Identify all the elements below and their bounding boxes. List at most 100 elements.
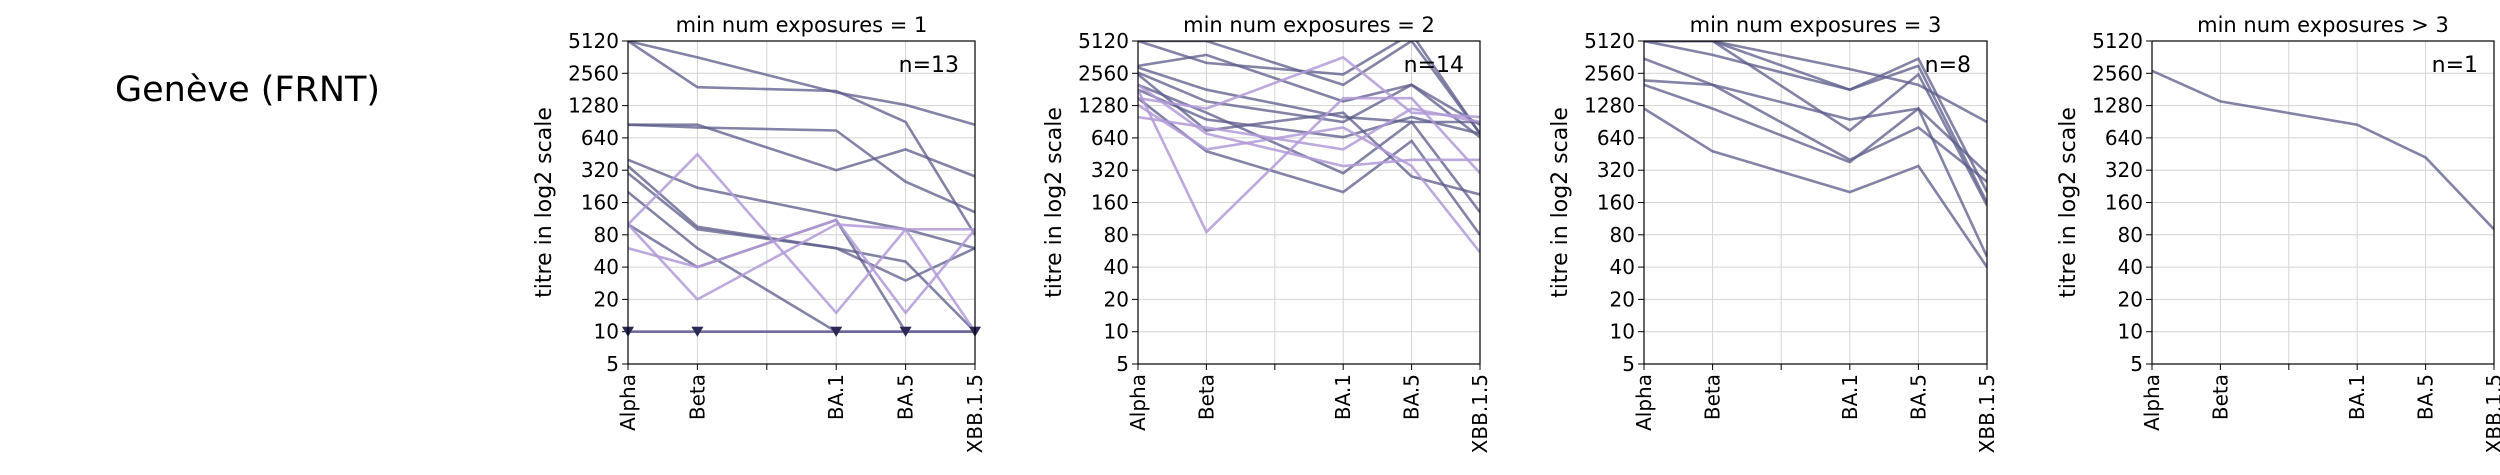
y-tick-label: 10: [1610, 320, 1635, 344]
y-tick-label: 160: [1597, 191, 1635, 215]
y-tick-label: 5: [1116, 352, 1129, 376]
y-tick-label: 40: [1610, 255, 1635, 279]
y-tick-label: 640: [581, 126, 619, 150]
x-tick-label: BA.1: [2345, 374, 2369, 420]
chart-title: min num exposures = 2: [1183, 13, 1435, 37]
y-tick-label: 320: [581, 158, 619, 182]
series-line: [1644, 57, 1987, 175]
y-tick-label: 40: [1104, 255, 1129, 279]
plot-frame: [1137, 40, 1481, 365]
y-tick-label: 2560: [2092, 61, 2143, 85]
y-tick-label: 160: [2105, 191, 2143, 215]
series-line: [2152, 69, 2494, 231]
y-tick-label: 80: [1610, 223, 1635, 247]
chart-title: min num exposures = 1: [676, 13, 928, 37]
y-tick-label: 1280: [1078, 94, 1129, 118]
series-line: [628, 218, 975, 334]
x-tick-label: XBB.1.5: [1975, 374, 1999, 453]
series-line: [1138, 89, 1480, 235]
y-tick-label: 640: [2105, 126, 2143, 150]
x-tick-label: Beta: [2208, 374, 2232, 420]
series-line: [1138, 73, 1480, 196]
series-marker: [691, 326, 704, 337]
sample-count-annotation: n=14: [1404, 53, 1464, 78]
series-line: [628, 152, 975, 333]
series-line: [628, 123, 975, 178]
series-group: [628, 41, 975, 334]
y-tick-label: 320: [1091, 158, 1129, 182]
y-axis-label: titre in log2 scale: [532, 107, 557, 298]
chart-panel-4: 5 10 20 40 80 160 320 640 1280 2560 5120 Alpha Beta B…: [2056, 13, 2500, 453]
y-axis-label: titre in log2 scale: [1042, 107, 1067, 298]
y-tick-label: 5: [1622, 352, 1635, 376]
y-tick-label: 10: [2118, 320, 2143, 344]
x-tick-label: Alpha: [2140, 374, 2164, 431]
series-marker: [830, 326, 843, 337]
y-tick-label: 1280: [2092, 94, 2143, 118]
y-tick-label: 10: [594, 320, 619, 344]
x-tick-label: BA.1: [824, 374, 848, 420]
y-tick-label: 2560: [568, 61, 619, 85]
series-line: [628, 223, 975, 302]
series-marker: [899, 326, 912, 337]
y-tick-label: 160: [1091, 191, 1129, 215]
series-line: [1138, 83, 1480, 213]
chart-panel-3: 5 10 20 40 80 160 320 640 1280 2560 5120 Alpha Beta B…: [1548, 13, 1999, 453]
y-axis-label: titre in log2 scale: [2056, 107, 2081, 298]
series-line: [1138, 83, 1480, 168]
x-tick-label: BA.5: [2414, 374, 2438, 420]
y-tick-label: 20: [1104, 287, 1129, 311]
series-line: [628, 123, 975, 214]
series-line: [628, 165, 975, 333]
y-tick-label: 20: [1610, 287, 1635, 311]
y-tick-label: 320: [2105, 158, 2143, 182]
x-tick-label: Alpha: [1126, 374, 1150, 431]
chart-panel-1: 5 10 20 40 80 160 320 640 1280 2560 5120 Alpha Beta B…: [532, 13, 987, 453]
series-line: [1138, 55, 1480, 119]
x-tick-label: BA.1: [1838, 374, 1862, 420]
series-line: [1644, 41, 1987, 204]
y-tick-label: 20: [2118, 287, 2143, 311]
y-tick-label: 5120: [568, 29, 619, 53]
x-tick-label: Alpha: [616, 374, 640, 431]
y-tick-label: 2560: [1078, 61, 1129, 85]
y-tick-label: 40: [594, 255, 619, 279]
y-tick-label: 640: [1597, 126, 1635, 150]
y-axis-label: titre in log2 scale: [1548, 107, 1573, 298]
y-tick-label: 80: [2118, 223, 2143, 247]
x-tick-label: BA.5: [1400, 374, 1424, 420]
y-tick-label: 5120: [2092, 29, 2143, 53]
chart-title: min num exposures > 3: [2197, 13, 2449, 37]
x-tick-label: Beta: [1194, 374, 1218, 420]
series-line: [628, 172, 975, 282]
x-tick-label: Beta: [685, 374, 709, 420]
y-tick-label: 2560: [1584, 61, 1635, 85]
y-tick-label: 160: [581, 191, 619, 215]
series-line: [1138, 71, 1480, 139]
y-tick-label: 20: [594, 287, 619, 311]
y-tick-label: 1280: [568, 94, 619, 118]
series-group: [1644, 41, 1987, 268]
sample-count-annotation: n=8: [1925, 53, 1971, 78]
sample-count-annotation: n=1: [2432, 53, 2478, 78]
x-tick-label: Alpha: [1632, 374, 1656, 431]
series-line: [1138, 53, 1480, 126]
x-tick-label: XBB.1.5: [2482, 374, 2500, 453]
y-tick-label: 80: [1104, 223, 1129, 247]
y-tick-label: 80: [594, 223, 619, 247]
x-tick-label: XBB.1.5: [963, 374, 987, 453]
series-line: [1138, 41, 1480, 135]
page-title: Genève (FRNT): [115, 70, 381, 110]
y-tick-label: 40: [2118, 255, 2143, 279]
plot-frame: [1643, 40, 1988, 365]
series-line: [1644, 41, 1987, 124]
x-tick-label: BA.5: [1906, 374, 1930, 420]
x-tick-label: Beta: [1701, 374, 1725, 420]
y-tick-label: 320: [1597, 158, 1635, 182]
y-tick-label: 5: [2130, 352, 2143, 376]
y-tick-label: 10: [1104, 320, 1129, 344]
plot-frame: [2151, 40, 2495, 365]
sample-count-annotation: n=13: [899, 53, 959, 78]
chart-panel-2: 5 10 20 40 80 160 320 640 1280 2560 5120 Alpha Beta B…: [1042, 13, 1492, 453]
